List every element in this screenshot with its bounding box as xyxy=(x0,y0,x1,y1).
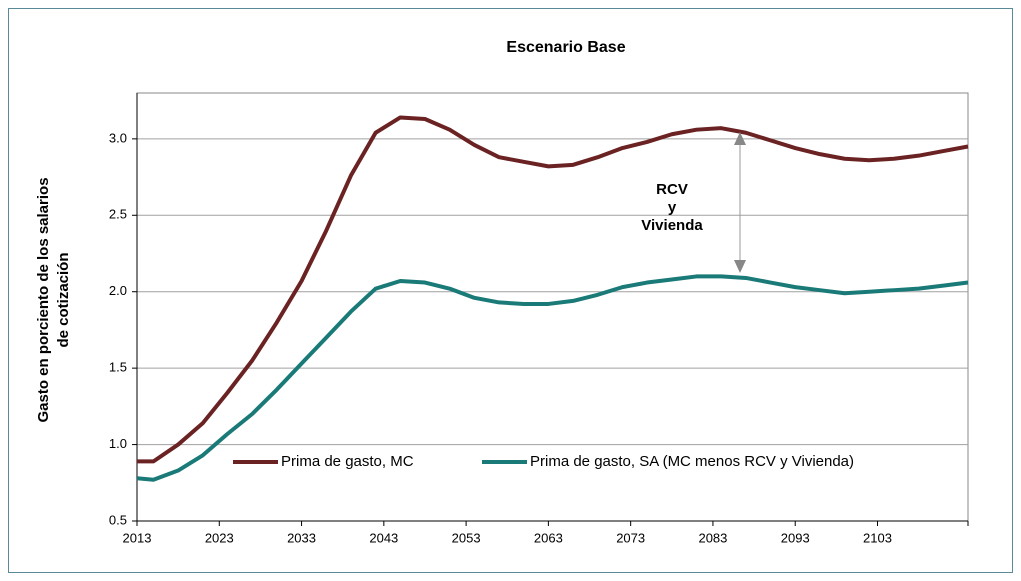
x-tick-label: 2073 xyxy=(616,530,645,545)
x-tick-label: 2093 xyxy=(781,530,810,545)
chart-border xyxy=(8,8,1013,573)
legend-label: Prima de gasto, MC xyxy=(281,453,414,470)
annotation: Vivienda xyxy=(641,217,703,234)
y-axis-label: Gasto en porciento de los salarios xyxy=(35,177,52,422)
arrow-head xyxy=(734,260,746,273)
x-tick-label: 2043 xyxy=(369,530,398,545)
y-tick-label: 2.5 xyxy=(109,207,127,222)
y-tick-label: 1.0 xyxy=(109,436,127,451)
annotation: RCV xyxy=(656,181,688,198)
line-series xyxy=(136,274,969,482)
y-tick-label: 2.0 xyxy=(109,283,127,298)
chart-title: Escenario Base xyxy=(506,39,625,56)
x-tick-label: 2053 xyxy=(452,530,481,545)
annotation: y xyxy=(668,199,677,216)
x-tick-label: 2063 xyxy=(534,530,563,545)
legend-label: Prima de gasto, SA (MC menos RCV y Vivie… xyxy=(530,453,854,470)
y-axis-label: de cotización xyxy=(55,252,72,347)
y-tick-label: 1.5 xyxy=(109,360,127,375)
x-tick-label: 2083 xyxy=(698,530,727,545)
x-tick-label: 2033 xyxy=(287,530,316,545)
x-tick-label: 2013 xyxy=(123,530,152,545)
arrow-head xyxy=(734,132,746,145)
y-tick-label: 3.0 xyxy=(109,130,127,145)
line-series xyxy=(137,115,969,464)
x-tick-label: 2103 xyxy=(863,530,892,545)
y-tick-label: 0.5 xyxy=(109,512,127,527)
x-tick-label: 2023 xyxy=(205,530,234,545)
